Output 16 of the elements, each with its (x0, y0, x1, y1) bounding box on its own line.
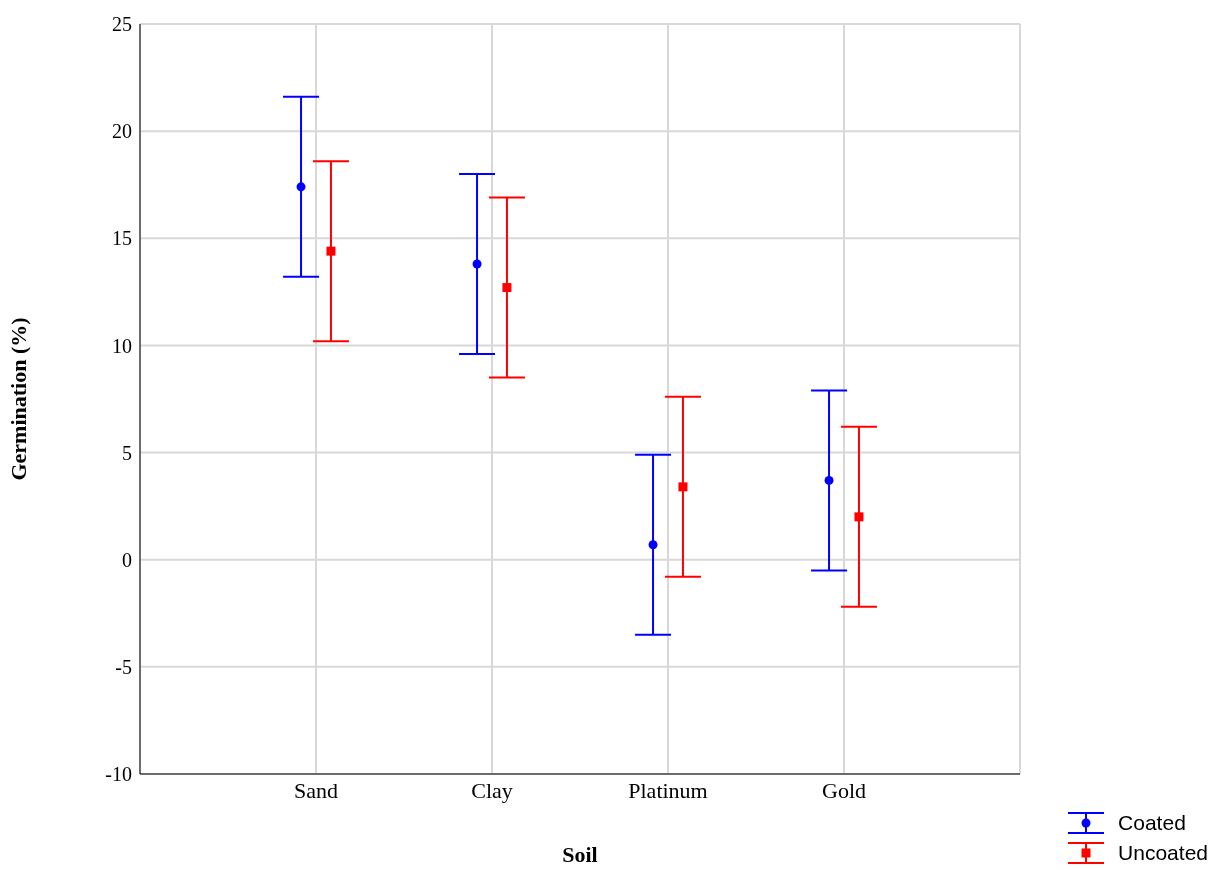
y-tick-label: 25 (112, 13, 132, 36)
legend-label: Uncoated (1118, 840, 1208, 866)
y-tick-label: 20 (112, 120, 132, 143)
x-tick-label: Gold (822, 777, 866, 803)
y-tick-label: 10 (112, 334, 132, 357)
y-axis-title: Germination (%) (5, 317, 31, 481)
x-tick-label: Clay (471, 777, 513, 803)
y-tick-label: 15 (112, 227, 132, 250)
x-tick-label: Sand (294, 777, 338, 803)
y-tick-label: -5 (115, 655, 132, 678)
x-axis-title: Soil (562, 842, 598, 867)
y-tick-label: 0 (122, 548, 132, 571)
y-tick-label: 5 (122, 441, 132, 464)
x-tick-label: Platinum (628, 777, 708, 803)
legend-label: Coated (1118, 810, 1186, 836)
y-tick-label: -10 (105, 763, 132, 786)
